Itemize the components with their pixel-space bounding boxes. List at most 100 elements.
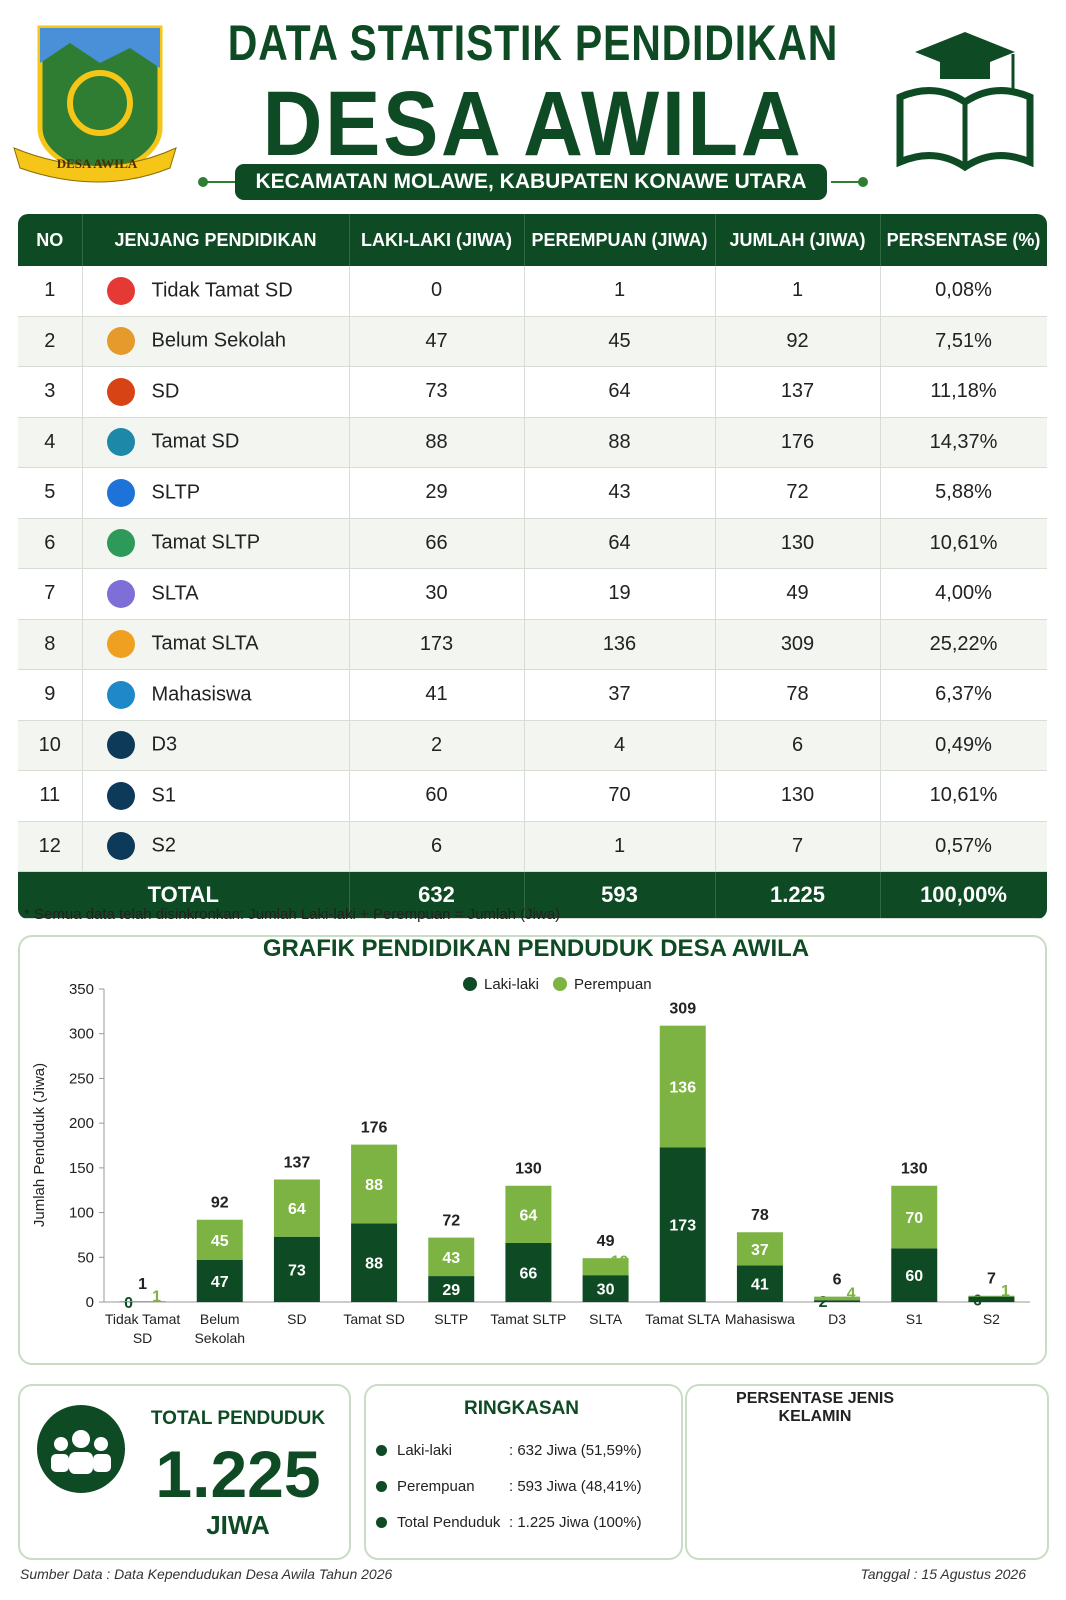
cell-text: SLTP: [151, 481, 201, 504]
bar-segment: [659, 1025, 706, 1148]
segment-label: 6: [973, 1292, 982, 1309]
table-cell: 0,08%: [880, 266, 1047, 317]
table-cell: SLTA: [82, 568, 350, 620]
table-cell: 137: [715, 366, 881, 418]
table-cell: 66: [349, 518, 525, 569]
column-header: PERSENTASE (%): [880, 214, 1047, 266]
table-row: 3 SD 73 64 137 11,18%: [18, 366, 1047, 418]
table-cell: 88: [524, 417, 716, 468]
summary-label: Total Penduduk: [397, 1513, 501, 1531]
y-axis-label: Jumlah Penduduk (Jiwa): [31, 1063, 48, 1227]
table-cell: 5: [18, 467, 83, 519]
table-cell: 4,00%: [880, 568, 1047, 620]
table-cell: 60: [349, 770, 525, 822]
table-row: 11 S1 60 70 130 10,61%: [18, 770, 1047, 822]
people-icon: [37, 1405, 125, 1493]
icon-shape: [106, 327, 135, 356]
table-cell: S2: [82, 821, 350, 872]
table-cell: 4: [524, 720, 716, 771]
segment-label: 88: [365, 1177, 383, 1194]
segment-label: 1: [1001, 1283, 1010, 1300]
title-2: DESA AWILA: [262, 73, 804, 175]
table-cell: 10,61%: [880, 770, 1047, 822]
segment-label: 41: [751, 1277, 769, 1294]
segment-label: 4: [847, 1285, 856, 1302]
table-cell: 10: [18, 720, 83, 771]
logo: DESA AWILA: [13, 25, 177, 183]
x-tick-label: SD: [287, 1311, 307, 1327]
total-label: 130: [901, 1161, 928, 1178]
segment-label: 19: [611, 1254, 629, 1271]
row-icon: [106, 377, 135, 406]
cell-text: SD: [151, 380, 180, 403]
bar-segment: [968, 1296, 1015, 1302]
table: NO JENJANG PENDIDIKAN LAKI-LAKI (JIWA) PERE…: [18, 214, 1047, 919]
x-tick-label: S2: [982, 1311, 1000, 1327]
table-cell: 88: [349, 417, 525, 468]
segment-label: 45: [211, 1233, 229, 1250]
table-cell: Belum Sekolah: [82, 316, 350, 367]
legend-marker: [553, 977, 567, 991]
table-grid: NO JENJANG PENDIDIKAN LAKI-LAKI (JIWA) PERE…: [18, 214, 1047, 919]
summary-value: : 593 Jiwa (48,41%): [509, 1477, 642, 1495]
table-cell: 0,49%: [880, 720, 1047, 771]
subtitle: KECAMATAN MOLAWE, KABUPATEN KONAWE UTARA: [235, 164, 827, 200]
table-cell: 10,61%: [880, 518, 1047, 569]
y-tick-label: 150: [69, 1160, 94, 1177]
table-row: 2 Belum Sekolah 47 45 92 7,51%: [18, 316, 1047, 367]
bar-segment: [428, 1276, 475, 1302]
table-cell: 11: [18, 770, 83, 822]
segment-label: 136: [669, 1079, 696, 1096]
row-icon: [106, 478, 135, 507]
table-cell: S1: [82, 770, 350, 822]
summary-value: : 1.225 Jiwa (100%): [509, 1513, 642, 1531]
icon-shape: [106, 731, 135, 760]
row-icon: [106, 529, 135, 558]
segment-label: 60: [905, 1268, 923, 1285]
cell-text: D3: [151, 733, 178, 756]
logo-text: DESA AWILA: [57, 156, 138, 171]
column-header: JUMLAH (JIWA): [715, 214, 881, 266]
segment-label: 29: [442, 1282, 460, 1299]
gender-card: [685, 1384, 1049, 1560]
total-label: 72: [442, 1213, 460, 1230]
icon-shape: [106, 832, 135, 861]
cell-text: S2: [151, 834, 176, 857]
table-cell: 29: [349, 467, 525, 519]
table-row: 10 D3 2 4 6 0,49%: [18, 720, 1047, 771]
bar-segment: [428, 1237, 475, 1277]
bar-segment: [505, 1185, 552, 1243]
table-cell: 41: [349, 669, 525, 721]
table-cell: 2: [18, 316, 83, 367]
table-cell: 176: [715, 417, 881, 468]
bar-segment: [273, 1179, 320, 1237]
table-cell: Mahasiswa: [82, 669, 350, 721]
table-cell: 1: [715, 266, 881, 317]
table-cell: 6: [18, 518, 83, 569]
row-icon: [106, 630, 135, 659]
bullet: [376, 1516, 387, 1528]
table-cell: 3: [18, 366, 83, 418]
table-cell: 70: [524, 770, 716, 822]
x-tick-label: Tamat SLTA: [645, 1311, 721, 1327]
segment-label: 173: [669, 1218, 696, 1235]
x-tick-label: Belum Sekolah: [194, 1311, 246, 1346]
date: Tanggal : 15 Agustus 2026: [860, 1566, 1026, 1582]
icon-shape: [106, 781, 135, 810]
table-row: 4 Tamat SD 88 88 176 14,37%: [18, 417, 1047, 468]
table-cell: 78: [715, 669, 881, 721]
segment-label: 66: [520, 1265, 538, 1282]
table-cell: 9: [18, 669, 83, 721]
table-cell: 11,18%: [880, 366, 1047, 418]
total-label: 6: [833, 1272, 842, 1289]
icon-shape: [106, 630, 135, 659]
summary-label: Laki-laki: [397, 1441, 453, 1459]
table-cell: Tidak Tamat SD: [82, 266, 350, 317]
bar-segment: [659, 1147, 706, 1302]
column-header: JENJANG PENDIDIKAN: [82, 214, 350, 266]
bar-segment: [814, 1296, 861, 1301]
row-icon: [106, 327, 135, 356]
cell-text: Tidak Tamat SD: [151, 279, 293, 302]
row-icon: [106, 579, 135, 608]
